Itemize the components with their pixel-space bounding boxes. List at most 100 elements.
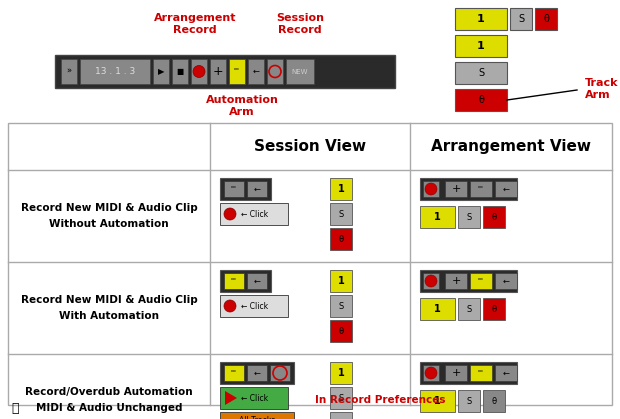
Bar [220,270,271,292]
Bar [247,365,267,381]
Bar [80,59,150,84]
Text: ᵒᵒ: ᵒᵒ [478,186,484,192]
Text: Automation: Automation [206,95,278,105]
Bar [470,181,492,197]
Text: θ: θ [543,14,549,24]
Text: ᵒᵒ: ᵒᵒ [478,370,484,376]
Text: ▶: ▶ [157,67,164,76]
Bar [267,59,283,84]
Bar [420,362,517,384]
Circle shape [425,275,437,287]
Text: Arrangement View: Arrangement View [431,139,591,153]
Bar [330,387,352,409]
Bar [191,59,207,84]
Bar [455,35,507,57]
Bar [483,206,505,228]
Bar [330,295,352,317]
Bar [61,59,77,84]
Bar [248,59,264,84]
Bar [458,206,480,228]
Bar [330,320,352,342]
Bar [247,273,267,289]
Text: S: S [339,393,343,403]
Bar [330,412,352,419]
Text: With Automation: With Automation [59,311,159,321]
Bar [8,123,612,405]
Bar [330,362,352,384]
Polygon shape [225,391,237,405]
Bar [220,203,288,225]
Text: ←: ← [254,368,260,378]
Bar [445,181,467,197]
Text: 1: 1 [338,368,344,378]
Text: +: + [451,368,461,378]
Bar [483,390,505,412]
Text: NEW: NEW [292,68,308,75]
Bar [220,387,288,409]
Bar [330,178,352,200]
Circle shape [425,367,437,379]
Text: ←: ← [502,368,510,378]
Text: 1: 1 [477,14,485,24]
Text: Track: Track [585,78,619,88]
Bar [420,298,455,320]
Bar [470,365,492,381]
Circle shape [425,183,437,195]
Text: θ: θ [339,235,343,243]
Text: »: » [66,67,71,76]
Text: +: + [213,65,223,78]
Text: Session: Session [276,13,324,23]
Bar [423,365,439,381]
Bar [483,298,505,320]
Bar [224,365,244,381]
Text: S: S [339,302,343,310]
Bar [153,59,169,84]
Text: S: S [518,14,524,24]
Bar [229,59,245,84]
Text: All Tracks: All Tracks [239,416,275,419]
Bar [224,273,244,289]
Bar [247,181,267,197]
Text: Session View: Session View [254,139,366,153]
Text: Arm: Arm [585,90,611,100]
Text: ᵒᵒ: ᵒᵒ [478,278,484,284]
Bar [286,59,314,84]
Text: θ: θ [492,305,497,313]
Text: S: S [466,396,472,406]
Bar [420,270,517,292]
Bar [495,273,517,289]
Text: θ: θ [492,212,497,222]
Text: +: + [451,184,461,194]
Bar [470,273,492,289]
Text: Record New MIDI & Audio Clip: Record New MIDI & Audio Clip [20,295,197,305]
Text: θ: θ [478,95,484,105]
Text: 1: 1 [477,41,485,51]
Bar [420,206,455,228]
Bar [224,181,244,197]
Bar [330,228,352,250]
Bar [210,59,226,84]
Text: θ: θ [492,396,497,406]
Bar [423,181,439,197]
Bar [270,365,290,381]
Text: 🔍: 🔍 [11,401,19,414]
Bar [220,412,294,419]
Text: Record/Overdub Automation: Record/Overdub Automation [25,387,193,397]
Bar [330,270,352,292]
Circle shape [193,65,205,78]
Bar [55,55,395,88]
Text: ←: ← [252,67,260,76]
Text: +: + [451,276,461,286]
Text: 1: 1 [434,396,441,406]
Bar [220,362,294,384]
Bar [510,8,532,30]
Text: Arrangement: Arrangement [154,13,236,23]
Bar [423,273,439,289]
Bar [445,365,467,381]
Text: ←: ← [502,277,510,285]
Bar [420,390,455,412]
Bar [220,178,271,200]
Text: 13 . 1 . 3: 13 . 1 . 3 [95,67,135,76]
Bar [455,89,507,111]
Text: ←: ← [502,184,510,194]
